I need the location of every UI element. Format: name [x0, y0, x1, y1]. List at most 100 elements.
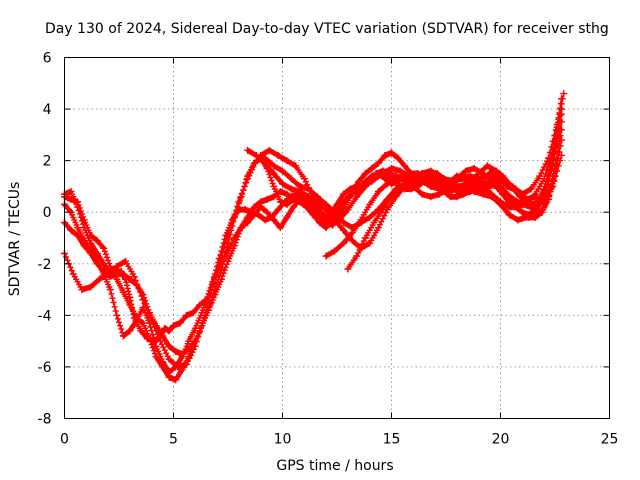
data-point [470, 188, 478, 196]
data-point [479, 190, 487, 198]
x-axis-label: GPS time / hours [276, 458, 393, 474]
data-point [257, 151, 265, 159]
data-point [514, 216, 522, 224]
data-point [174, 363, 182, 371]
data-point [348, 190, 356, 198]
data-point [536, 200, 544, 208]
data-point [100, 260, 108, 268]
data-point [335, 216, 343, 224]
data-point [462, 182, 470, 190]
data-point [283, 157, 291, 165]
data-point [459, 190, 467, 198]
data-point [388, 164, 395, 172]
data-point [74, 231, 82, 239]
data-point [67, 195, 75, 203]
data-point [374, 188, 382, 196]
data-point [531, 190, 539, 198]
x-tick-labels: 0 5 10 15 20 25 [60, 432, 618, 448]
data-point [287, 175, 295, 183]
data-point [148, 317, 156, 325]
data-point [344, 206, 352, 214]
y-tick-label: -2 [38, 257, 52, 273]
y-tick-labels: -8 -6 -4 -2 0 2 4 6 [38, 51, 52, 428]
data-point [274, 151, 282, 159]
data-point [183, 360, 191, 368]
data-point [309, 208, 317, 216]
data-point [152, 342, 160, 350]
data-point [422, 175, 430, 183]
data-point [95, 275, 103, 283]
data-point [316, 216, 324, 224]
data-point [483, 180, 491, 188]
data-point [265, 146, 273, 154]
data-point [510, 185, 518, 193]
data-point [67, 188, 75, 196]
data-point [374, 224, 382, 232]
data-point [119, 332, 127, 340]
data-point [178, 350, 186, 358]
data-point [355, 177, 363, 185]
data-point [292, 162, 300, 170]
x-tick-label: 20 [492, 432, 510, 448]
data-point [74, 198, 82, 206]
data-point [348, 229, 356, 237]
data-point [69, 270, 77, 278]
data-point [340, 239, 348, 247]
data-point [74, 224, 82, 232]
data-point [427, 182, 435, 190]
data-point [457, 175, 465, 183]
data-point [446, 193, 454, 201]
data-point [87, 239, 95, 247]
data-point [122, 257, 130, 265]
y-tick-label: 2 [43, 154, 52, 170]
data-point [322, 206, 330, 214]
data-point [309, 193, 317, 201]
x-tick-label: 10 [274, 432, 292, 448]
data-point [558, 110, 566, 118]
data-point [544, 188, 552, 196]
data-point [505, 203, 513, 211]
data-point [344, 265, 352, 273]
data-point [200, 314, 208, 322]
data-point [361, 234, 369, 242]
data-point [353, 193, 361, 201]
y-tick-label: 6 [43, 51, 52, 67]
data-point [159, 358, 167, 366]
data-point [462, 167, 470, 175]
data-point [106, 262, 114, 270]
data-point [191, 342, 199, 350]
data-point [357, 216, 365, 224]
data-point [283, 190, 291, 198]
data-point [431, 170, 439, 178]
data-point [492, 182, 500, 190]
data-point [353, 252, 361, 260]
data-point [366, 200, 374, 208]
data-point [466, 172, 474, 180]
y-tick-label: -4 [38, 308, 52, 324]
data-point [475, 175, 483, 183]
data-point [263, 195, 271, 203]
data-point [501, 177, 509, 185]
data-point [379, 170, 387, 178]
data-points [61, 100, 564, 345]
data-point [392, 175, 400, 183]
data-point [440, 175, 448, 183]
data-point [388, 149, 395, 157]
data-point [126, 301, 134, 309]
data-point [126, 275, 134, 283]
data-point [368, 164, 376, 172]
data-point [379, 206, 387, 214]
data-point [558, 151, 566, 159]
data-point [244, 175, 252, 183]
data-point [137, 327, 145, 335]
data-point [470, 164, 478, 172]
data-point [113, 311, 121, 319]
data-point [217, 265, 225, 273]
data-point [331, 208, 339, 216]
data-point [119, 288, 127, 296]
y-tick-label: 0 [43, 205, 52, 221]
data-point [226, 224, 234, 232]
data-point [261, 159, 269, 167]
data-point [322, 252, 330, 260]
